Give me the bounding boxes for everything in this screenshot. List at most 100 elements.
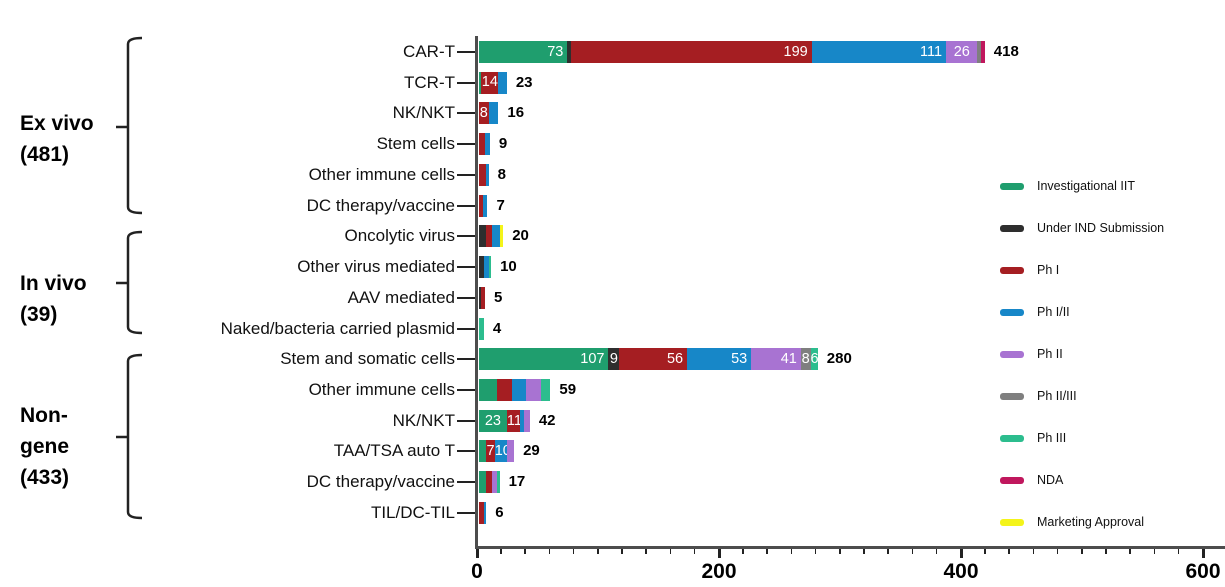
y-axis-line bbox=[475, 36, 478, 549]
category-label: Other immune cells bbox=[308, 380, 455, 400]
group-label: Ex vivo (481) bbox=[20, 108, 94, 170]
legend-item: Ph I bbox=[1000, 263, 1059, 277]
bar-segment: 9 bbox=[608, 348, 620, 371]
x-axis-minor-tick bbox=[669, 549, 672, 554]
legend-label: Ph I bbox=[1037, 263, 1060, 277]
stacked-bar bbox=[479, 163, 489, 186]
stacked-bar bbox=[479, 225, 504, 248]
x-axis-minor-tick bbox=[984, 549, 986, 554]
bar-segment: 26 bbox=[946, 41, 978, 63]
group-label-line: (433) bbox=[20, 466, 70, 489]
bar-segment: 14 bbox=[481, 71, 499, 94]
category-label: Oncolytic virus bbox=[344, 226, 455, 246]
segment-value-label: 41 bbox=[780, 351, 797, 368]
legend-label: Ph II bbox=[1037, 347, 1063, 361]
bar-segment bbox=[479, 163, 487, 186]
category-label: Stem and somatic cells bbox=[280, 349, 455, 369]
y-axis-tick bbox=[457, 266, 476, 269]
x-axis-minor-tick bbox=[790, 549, 793, 554]
x-axis-minor-tick bbox=[1081, 549, 1083, 554]
bar-segment bbox=[511, 379, 527, 402]
x-axis-minor-tick bbox=[548, 549, 551, 554]
segment-value-label: 8 bbox=[801, 351, 810, 368]
bar-segment bbox=[485, 133, 490, 156]
y-axis-tick bbox=[457, 481, 476, 484]
bar-segment bbox=[482, 194, 488, 217]
group-label-line: gene bbox=[20, 435, 70, 458]
stacked-bar: 23 11 bbox=[479, 409, 530, 432]
bar-segment: 10 bbox=[494, 440, 511, 463]
x-axis-tick-label: 200 bbox=[701, 560, 737, 583]
segment-value-label: 73 bbox=[547, 43, 564, 60]
y-axis-tick bbox=[457, 389, 476, 392]
bar-segment bbox=[488, 102, 499, 125]
group-bracket bbox=[116, 36, 143, 215]
legend-label: Ph II/III bbox=[1037, 389, 1077, 403]
legend-swatch bbox=[1000, 224, 1024, 232]
group-label: In vivo (39) bbox=[20, 268, 87, 330]
bar-segment bbox=[479, 225, 487, 248]
bar-segment bbox=[498, 71, 507, 94]
bar-segment: 41 bbox=[751, 348, 801, 371]
x-axis-tick-label: 600 bbox=[1185, 560, 1221, 583]
bar-total-label: 20 bbox=[512, 227, 529, 245]
y-axis-tick bbox=[457, 204, 476, 207]
legend-swatch bbox=[1000, 518, 1024, 526]
category-label: Other virus mediated bbox=[297, 257, 455, 277]
stacked-bar bbox=[479, 286, 486, 309]
legend-label: Ph I/II bbox=[1037, 305, 1070, 319]
bar-segment bbox=[499, 225, 504, 248]
bar-segment bbox=[479, 379, 498, 402]
x-axis-tick-label: 0 bbox=[471, 560, 483, 583]
legend-label: Ph III bbox=[1037, 431, 1067, 445]
bar-total-label: 9 bbox=[498, 135, 508, 153]
segment-value-label: 6 bbox=[810, 351, 819, 368]
legend-swatch bbox=[1000, 182, 1024, 190]
bar-total-label: 418 bbox=[993, 43, 1019, 60]
bar-segment: 6 bbox=[810, 348, 819, 371]
x-axis-minor-tick bbox=[500, 549, 502, 554]
x-axis-minor-tick bbox=[693, 549, 696, 554]
bar-segment bbox=[506, 440, 515, 463]
segment-value-label: 14 bbox=[481, 74, 498, 91]
y-axis-tick bbox=[457, 235, 476, 238]
stacked-bar: 14 bbox=[479, 71, 507, 94]
bar-total-label: 8 bbox=[497, 165, 507, 183]
bar-segment bbox=[497, 379, 512, 402]
bar-segment bbox=[488, 256, 492, 279]
y-axis-tick bbox=[457, 143, 476, 146]
bar-segment: 23 bbox=[479, 409, 507, 432]
bar-segment bbox=[479, 71, 482, 94]
legend-item: Marketing Approval bbox=[1000, 515, 1144, 529]
stacked-bar bbox=[479, 379, 551, 402]
segment-value-label: 107 bbox=[580, 351, 605, 368]
bar-segment bbox=[977, 41, 982, 63]
bar-segment: 56 bbox=[619, 348, 688, 371]
bar-segment bbox=[526, 379, 541, 402]
bar-total-label: 10 bbox=[500, 258, 517, 276]
stacked-bar: 73 199 111 26 bbox=[479, 41, 985, 63]
category-label: TIL/DC-TIL bbox=[370, 502, 455, 522]
x-axis-minor-tick bbox=[572, 549, 575, 554]
x-axis-minor-tick bbox=[911, 549, 914, 554]
segment-value-label: 53 bbox=[731, 351, 748, 368]
legend-swatch bbox=[1000, 434, 1024, 442]
legend-item: Under IND Submission bbox=[1000, 221, 1164, 235]
x-axis-minor-tick bbox=[1177, 549, 1180, 554]
group-label-line: Non- bbox=[20, 404, 68, 427]
x-axis-minor-tick bbox=[766, 549, 768, 554]
bar-segment bbox=[523, 409, 530, 432]
category-label: TCR-T bbox=[404, 72, 455, 92]
group-label-line: (481) bbox=[20, 143, 70, 166]
x-axis-minor-tick bbox=[1153, 549, 1156, 554]
bar-segment bbox=[483, 256, 489, 279]
x-axis-minor-tick bbox=[597, 549, 599, 554]
y-axis-tick bbox=[457, 112, 476, 115]
category-label: NK/NKT bbox=[392, 103, 455, 123]
bar-segment bbox=[486, 471, 493, 494]
x-axis-minor-tick bbox=[1129, 549, 1131, 554]
segment-value-label: 9 bbox=[609, 351, 618, 368]
bar-total-label: 17 bbox=[508, 473, 526, 491]
legend-label: Marketing Approval bbox=[1037, 515, 1145, 529]
